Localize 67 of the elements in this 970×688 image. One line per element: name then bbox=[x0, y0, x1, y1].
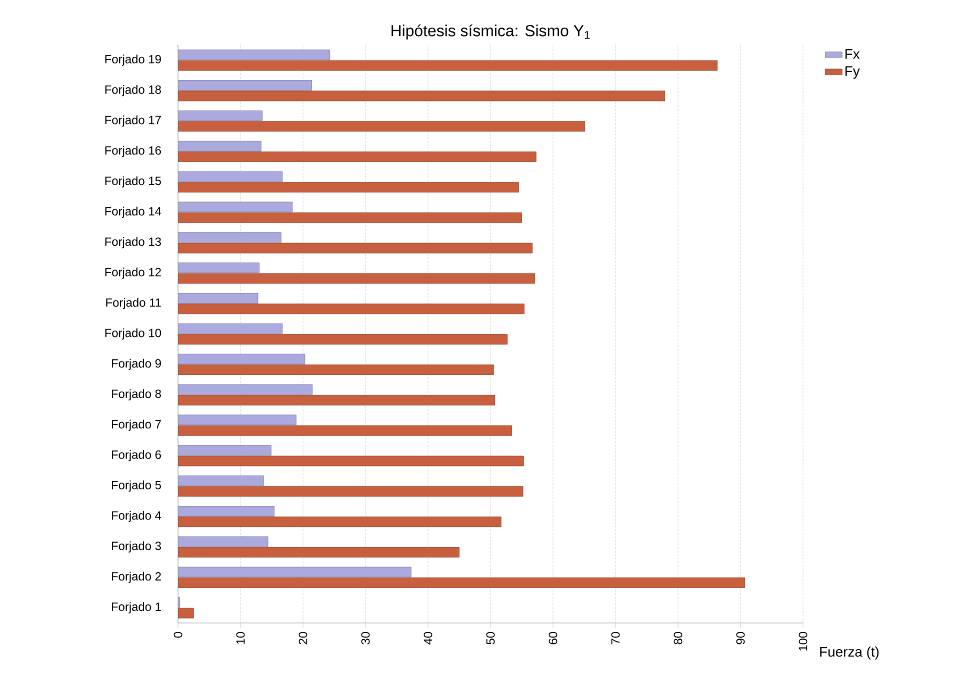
bar bbox=[178, 414, 296, 426]
bar bbox=[178, 384, 313, 395]
y-tick-label: Forjado 15 bbox=[105, 176, 161, 188]
legend-label: Fx bbox=[845, 49, 860, 59]
y-tick-label: Forjado 5 bbox=[112, 480, 161, 492]
bar bbox=[178, 566, 412, 578]
x-tick-label: 10 bbox=[236, 632, 245, 644]
y-tick-label: Forjado 11 bbox=[106, 298, 161, 310]
legend-label: Fy bbox=[845, 66, 860, 79]
y-tick-label: Forjado 7 bbox=[112, 420, 161, 431]
y-tick-label: Forjado 6 bbox=[112, 450, 161, 462]
bar bbox=[178, 364, 494, 375]
x-tick-label: 40 bbox=[424, 632, 432, 645]
chart-title: Hipótesis sísmica: Sismo Y$_{1}$ bbox=[392, 24, 590, 40]
y-tick-label: Forjado 17 bbox=[105, 115, 161, 127]
bar bbox=[178, 262, 260, 274]
x-tick-label: 90 bbox=[736, 632, 745, 644]
bar bbox=[178, 110, 263, 121]
bar bbox=[178, 293, 258, 304]
x-tick-label: 80 bbox=[674, 632, 682, 644]
bar bbox=[178, 476, 264, 486]
x-tick-label: 100 bbox=[798, 632, 808, 651]
bar bbox=[178, 536, 268, 547]
bar bbox=[178, 152, 536, 162]
y-tick-label: Forjado 9 bbox=[112, 358, 161, 370]
bar bbox=[178, 202, 293, 212]
y-tick-label: Forjado 8 bbox=[112, 389, 161, 400]
bar bbox=[178, 608, 194, 618]
bar bbox=[178, 506, 274, 516]
bar bbox=[178, 577, 746, 588]
x-tick-label: 70 bbox=[611, 632, 620, 644]
bar bbox=[178, 121, 586, 132]
bar bbox=[178, 171, 283, 182]
y-tick-label: Forjado 1 bbox=[112, 602, 161, 614]
bar bbox=[178, 50, 330, 60]
bar bbox=[178, 445, 272, 456]
bar bbox=[178, 394, 496, 406]
y-tick-label: Forjado 4 bbox=[112, 510, 162, 522]
y-tick-label: Forjado 3 bbox=[112, 541, 161, 553]
y-tick-label: Forjado 10 bbox=[105, 328, 162, 340]
bar bbox=[178, 212, 522, 223]
bar bbox=[178, 486, 524, 497]
bar bbox=[178, 323, 283, 334]
y-tick-label: Forjado 14 bbox=[105, 206, 162, 218]
bar bbox=[178, 334, 508, 345]
y-tick-label: Forjado 16 bbox=[105, 146, 161, 158]
y-tick-label: Forjado 12 bbox=[105, 268, 161, 279]
x-tick-label: 50 bbox=[486, 632, 495, 644]
bar bbox=[178, 304, 524, 314]
x-tick-label: 60 bbox=[548, 632, 558, 644]
bar bbox=[178, 182, 519, 192]
bar bbox=[178, 140, 262, 152]
bar bbox=[178, 547, 460, 558]
y-tick-label: Forjado 18 bbox=[105, 85, 161, 96]
x-tick-label: 30 bbox=[361, 632, 370, 644]
x-tick-label: 20 bbox=[298, 632, 308, 644]
bar bbox=[178, 60, 718, 71]
y-tick-label: Forjado 19 bbox=[105, 54, 161, 66]
y-tick-label: Forjado 13 bbox=[105, 237, 161, 248]
bar bbox=[178, 354, 306, 364]
x-tick-label: 0 bbox=[174, 632, 182, 638]
bar bbox=[178, 232, 282, 243]
bar bbox=[178, 516, 502, 528]
x-axis-title: Fuerza (t) bbox=[820, 646, 879, 660]
bar bbox=[178, 425, 512, 436]
y-tick-label: Forjado 2 bbox=[112, 572, 161, 583]
bar bbox=[178, 80, 312, 91]
